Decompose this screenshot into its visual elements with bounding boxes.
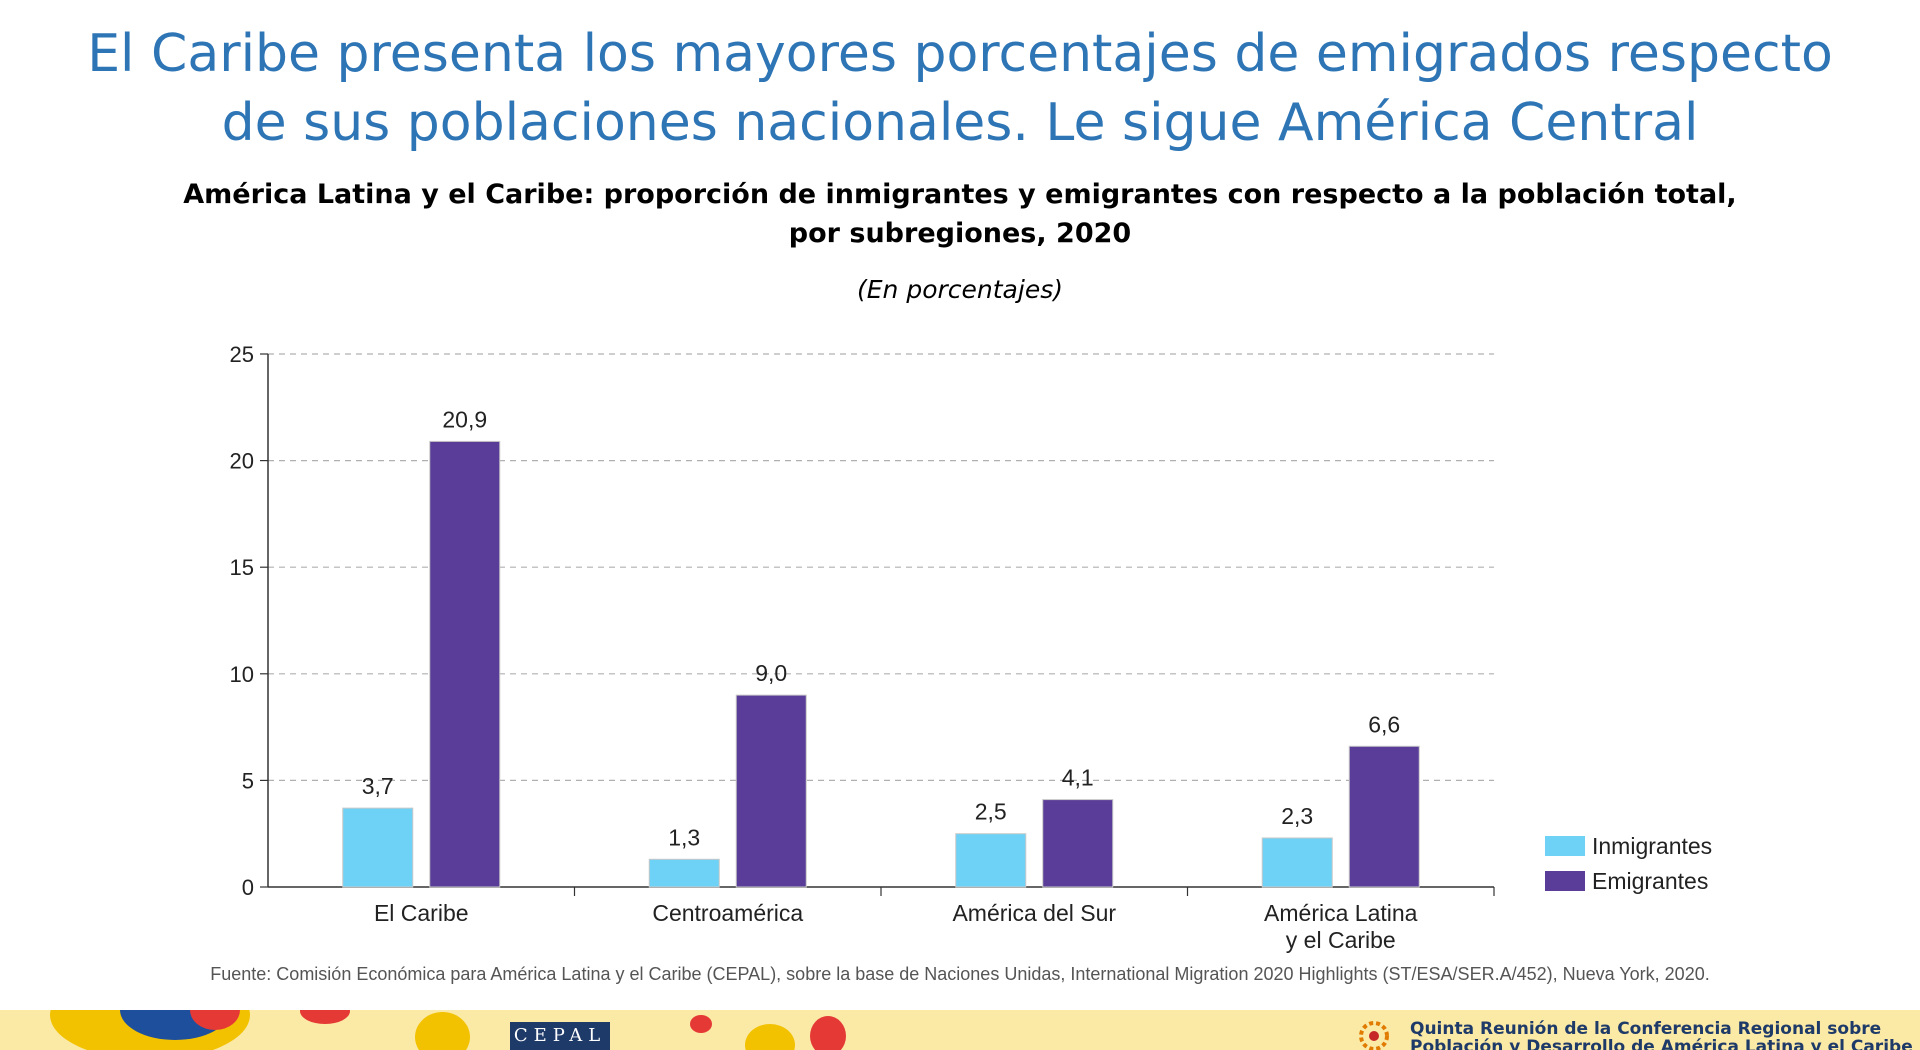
legend-label: Emigrantes [1592,868,1708,894]
chart-subtitle: (En porcentajes) [857,275,1063,304]
data-label: 20,9 [442,406,487,432]
y-tick-label: 15 [230,555,254,580]
source-note: Fuente: Comisión Económica para América … [210,964,1710,984]
data-label: 2,3 [1281,803,1313,829]
data-label: 3,7 [362,773,394,799]
conference-name: Quinta Reunión de la Conferencia Regiona… [1410,1019,1913,1050]
chart-title-line: América Latina y el Caribe: proporción d… [183,179,1737,210]
conference-emblem-icon [1359,1021,1389,1050]
decorative-shape [745,1024,795,1050]
slide-title-line: de sus poblaciones nacionales. Le sigue … [221,93,1699,153]
decorative-shape [190,1010,240,1030]
y-tick-label: 25 [230,342,254,367]
legend-label: Inmigrantes [1592,833,1712,859]
bar-inmigrantes [648,858,720,888]
bar-emigrantes [735,694,807,888]
y-tick-label: 10 [230,662,254,687]
chart-title-line: por subregiones, 2020 [788,218,1132,249]
bar-emigrantes [429,440,501,888]
chart-title: América Latina y el Caribe: proporción d… [160,175,1760,253]
x-tick-label: El Caribe [374,900,469,926]
data-label: 4,1 [1062,765,1094,791]
bar-inmigrantes [342,807,414,888]
slide-title: El Caribe presenta los mayores porcentaj… [60,20,1860,158]
bar-emigrantes [1042,799,1114,888]
decorative-shape [810,1016,846,1050]
x-tick-label: América del Sur [952,900,1116,926]
y-tick-label: 5 [242,768,254,793]
decorative-shape [690,1015,712,1033]
slide-title-line: El Caribe presenta los mayores porcentaj… [87,24,1833,84]
data-label: 2,5 [975,799,1007,825]
conference-line: Población y Desarrollo de América Latina… [1410,1037,1913,1050]
y-tick-label: 0 [242,875,254,900]
bar-emigrantes [1348,745,1420,888]
bar-inmigrantes [955,833,1027,888]
x-tick-label: América Latina [1264,900,1418,926]
bar-inmigrantes [1261,837,1333,888]
conference-line: Quinta Reunión de la Conferencia Regiona… [1410,1019,1882,1039]
y-tick-label: 20 [230,449,254,474]
data-label: 9,0 [755,660,787,686]
x-tick-label: y el Caribe [1286,927,1396,953]
cepal-logo: CEPAL [510,1022,610,1050]
footer-banner: CEPAL Quinta Reunión de la Conferencia R… [0,1010,1920,1050]
legend-swatch-emigrantes [1545,871,1585,891]
x-tick-label: Centroamérica [652,900,803,926]
decorative-shape [300,1010,350,1024]
legend-swatch-inmigrantes [1545,836,1585,856]
bar-chart: 0 5 10 15 20 25 3,7 20,9 El Caribe 1,3 9,0 Centroam… [230,342,1713,953]
data-label: 6,6 [1368,711,1400,737]
decorative-shape [415,1012,470,1050]
data-label: 1,3 [668,824,700,850]
